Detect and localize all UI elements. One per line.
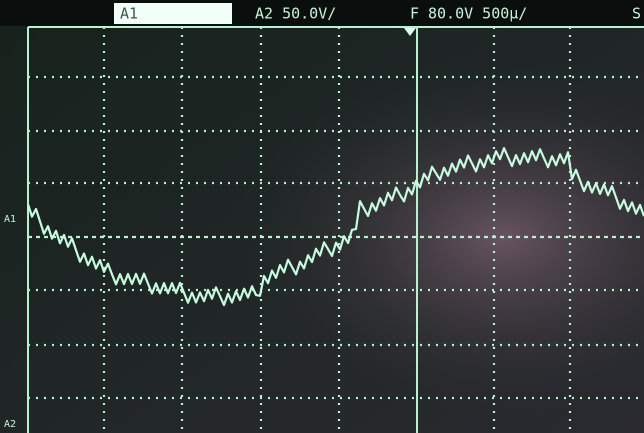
channel-2-label: A2 50.0V/ <box>255 5 336 23</box>
channel-1-label: A1 <box>120 5 138 23</box>
trigger-marker <box>404 28 416 36</box>
timebase-label: 80.0V 500µ/ <box>428 5 527 23</box>
channel-2-marker: A2 <box>4 419 16 430</box>
top-bar <box>0 0 644 26</box>
channel-highlight <box>114 3 232 24</box>
waveform <box>26 147 644 307</box>
cut-off-label: S <box>632 5 641 23</box>
trigger-label: F <box>410 5 419 23</box>
channel-1-marker: A1 <box>4 214 16 225</box>
graticule <box>27 26 644 433</box>
